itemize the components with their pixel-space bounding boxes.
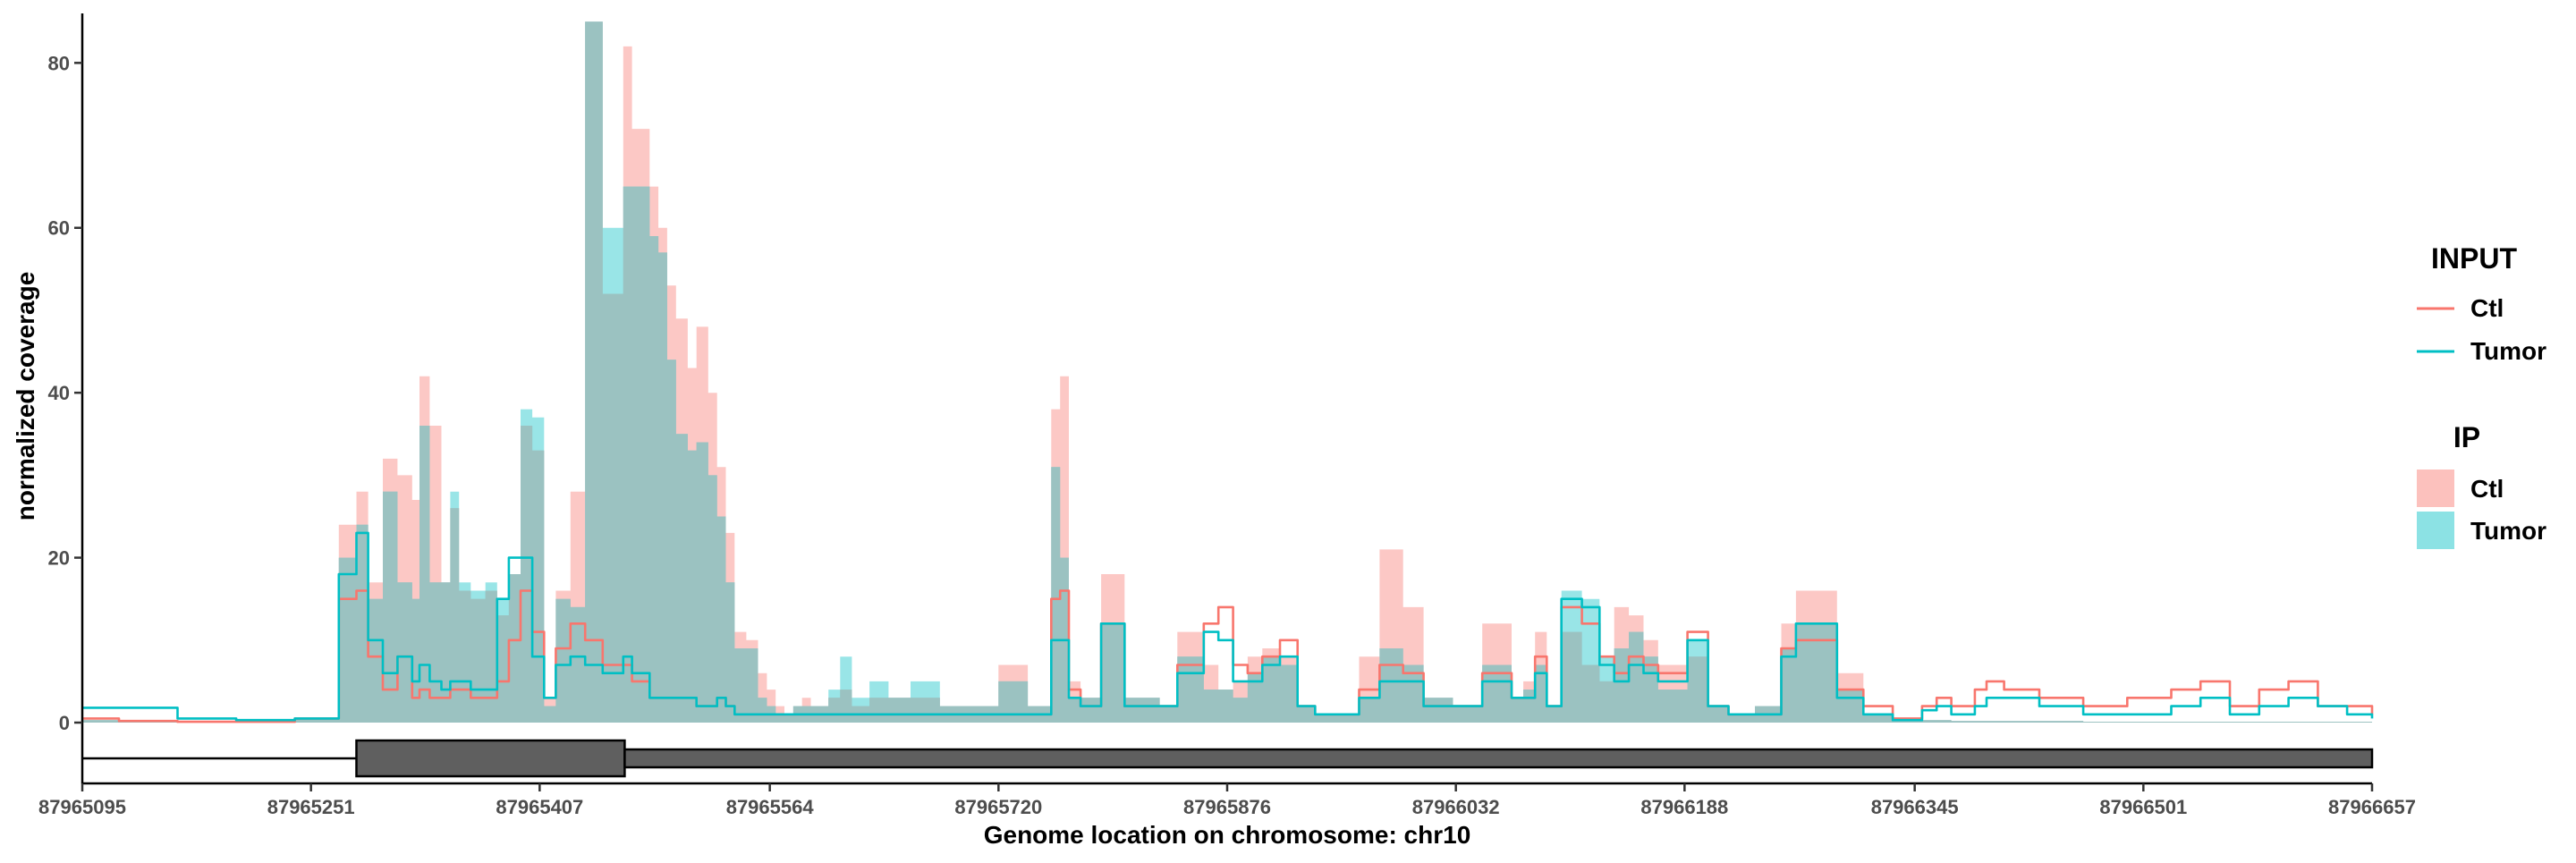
ip-area-overlap: [82, 21, 2372, 723]
x-tick-label: 87966345: [1871, 796, 1959, 818]
y-tick-label: 20: [48, 547, 70, 570]
axes: 0 20 40 60 80 87965095 87965251 87965407 8796556…: [38, 13, 2416, 818]
legend-ip-tumor-key: [2417, 512, 2454, 549]
x-tick-label: 87965564: [726, 796, 815, 818]
legend-ip: IP Ctl Tumor: [2417, 421, 2546, 549]
x-tick-label: 87965095: [38, 796, 126, 818]
gene-exon-1: [355, 739, 626, 778]
legend-input: INPUT Ctl Tumor: [2417, 242, 2546, 365]
x-tick-label: 87966032: [1412, 796, 1500, 818]
legend-ip-ctl-label: Ctl: [2470, 475, 2504, 503]
y-axis-title: normalized coverage: [12, 272, 39, 521]
x-tick-label: 87966188: [1640, 796, 1728, 818]
plot-layer: [82, 21, 2374, 723]
x-tick-label: 87965876: [1183, 796, 1271, 818]
legend-input-tumor-label: Tumor: [2470, 337, 2546, 365]
y-tick-label: 80: [48, 52, 70, 74]
y-tick-label: 60: [48, 217, 70, 240]
y-tick-label: 0: [59, 712, 70, 734]
x-tick-label: 87965251: [267, 796, 355, 818]
gene-exon-2: [623, 748, 2374, 769]
legend-input-title: INPUT: [2431, 242, 2517, 275]
legend-ip-title: IP: [2453, 421, 2480, 453]
x-tick-label: 87966657: [2328, 796, 2416, 818]
gene-model: [82, 739, 2374, 778]
legend-ip-tumor-label: Tumor: [2470, 517, 2546, 545]
legend-ip-ctl-key: [2417, 470, 2454, 507]
x-tick-label: 87966501: [2099, 796, 2187, 818]
x-axis-title: Genome location on chromosome: chr10: [984, 821, 1471, 849]
input-line-tumor: [82, 531, 2374, 722]
x-tick-label: 87965720: [954, 796, 1042, 818]
x-tick-label: 87965407: [496, 796, 583, 818]
y-tick-label: 40: [48, 382, 70, 404]
input-line-ctl: [82, 589, 2374, 723]
legend-input-ctl-label: Ctl: [2470, 294, 2504, 322]
